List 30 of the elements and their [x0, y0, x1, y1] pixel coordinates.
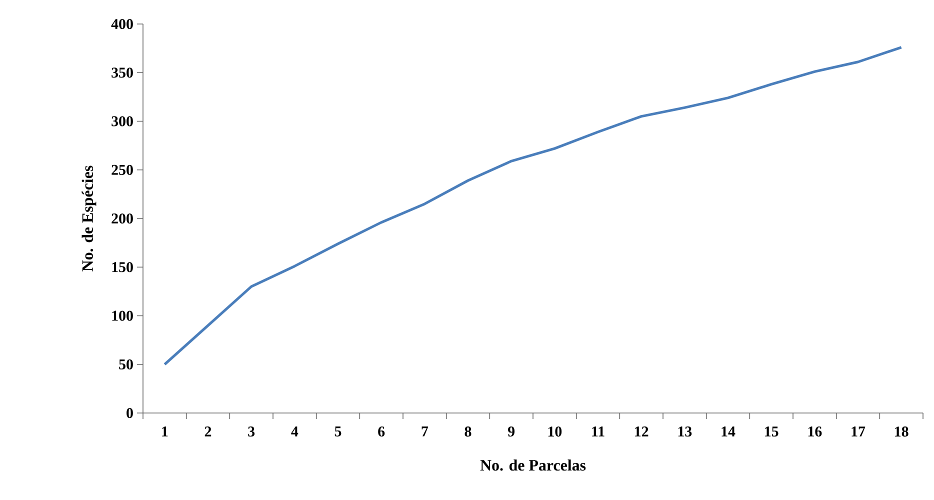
y-tick-label: 150 — [112, 262, 133, 272]
x-tick-label: 6 — [378, 426, 385, 437]
y-tick-label: 200 — [112, 213, 133, 224]
y-tick-label: 100 — [112, 310, 133, 321]
y-tick-label: 350 — [112, 68, 133, 78]
x-tick-label: 12 — [635, 426, 648, 436]
x-tick-label: 13 — [678, 426, 692, 437]
x-tick-label: 10 — [548, 426, 562, 437]
y-tick-label: 50 — [119, 359, 133, 370]
x-axis-title: No. de Parcelas — [480, 459, 586, 471]
x-tick-label: 15 — [765, 426, 778, 437]
x-tick-label: 17 — [852, 426, 866, 436]
x-tick-label: 18 — [895, 426, 908, 437]
x-tick-label: 4 — [291, 426, 298, 436]
y-tick-label: 250 — [112, 164, 133, 175]
x-tick-label: 5 — [334, 426, 342, 436]
x-tick-label: 2 — [204, 426, 212, 436]
x-tick-label: 1 — [162, 426, 168, 436]
y-axis-title: No. de Espécies — [82, 166, 96, 272]
y-tick-label: 0 — [126, 408, 133, 418]
line-series — [163, 46, 903, 366]
x-tick-label: 3 — [248, 426, 255, 437]
x-tick-label: 7 — [422, 426, 428, 436]
x-tick-label: 8 — [464, 426, 472, 437]
x-tick-label: 11 — [592, 426, 604, 436]
y-tick-label: 300 — [112, 116, 133, 126]
x-tick-label: 16 — [808, 426, 822, 437]
x-tick-label: 14 — [722, 426, 736, 436]
y-tick-label: 400 — [111, 18, 133, 30]
x-tick-label: 9 — [508, 426, 515, 437]
